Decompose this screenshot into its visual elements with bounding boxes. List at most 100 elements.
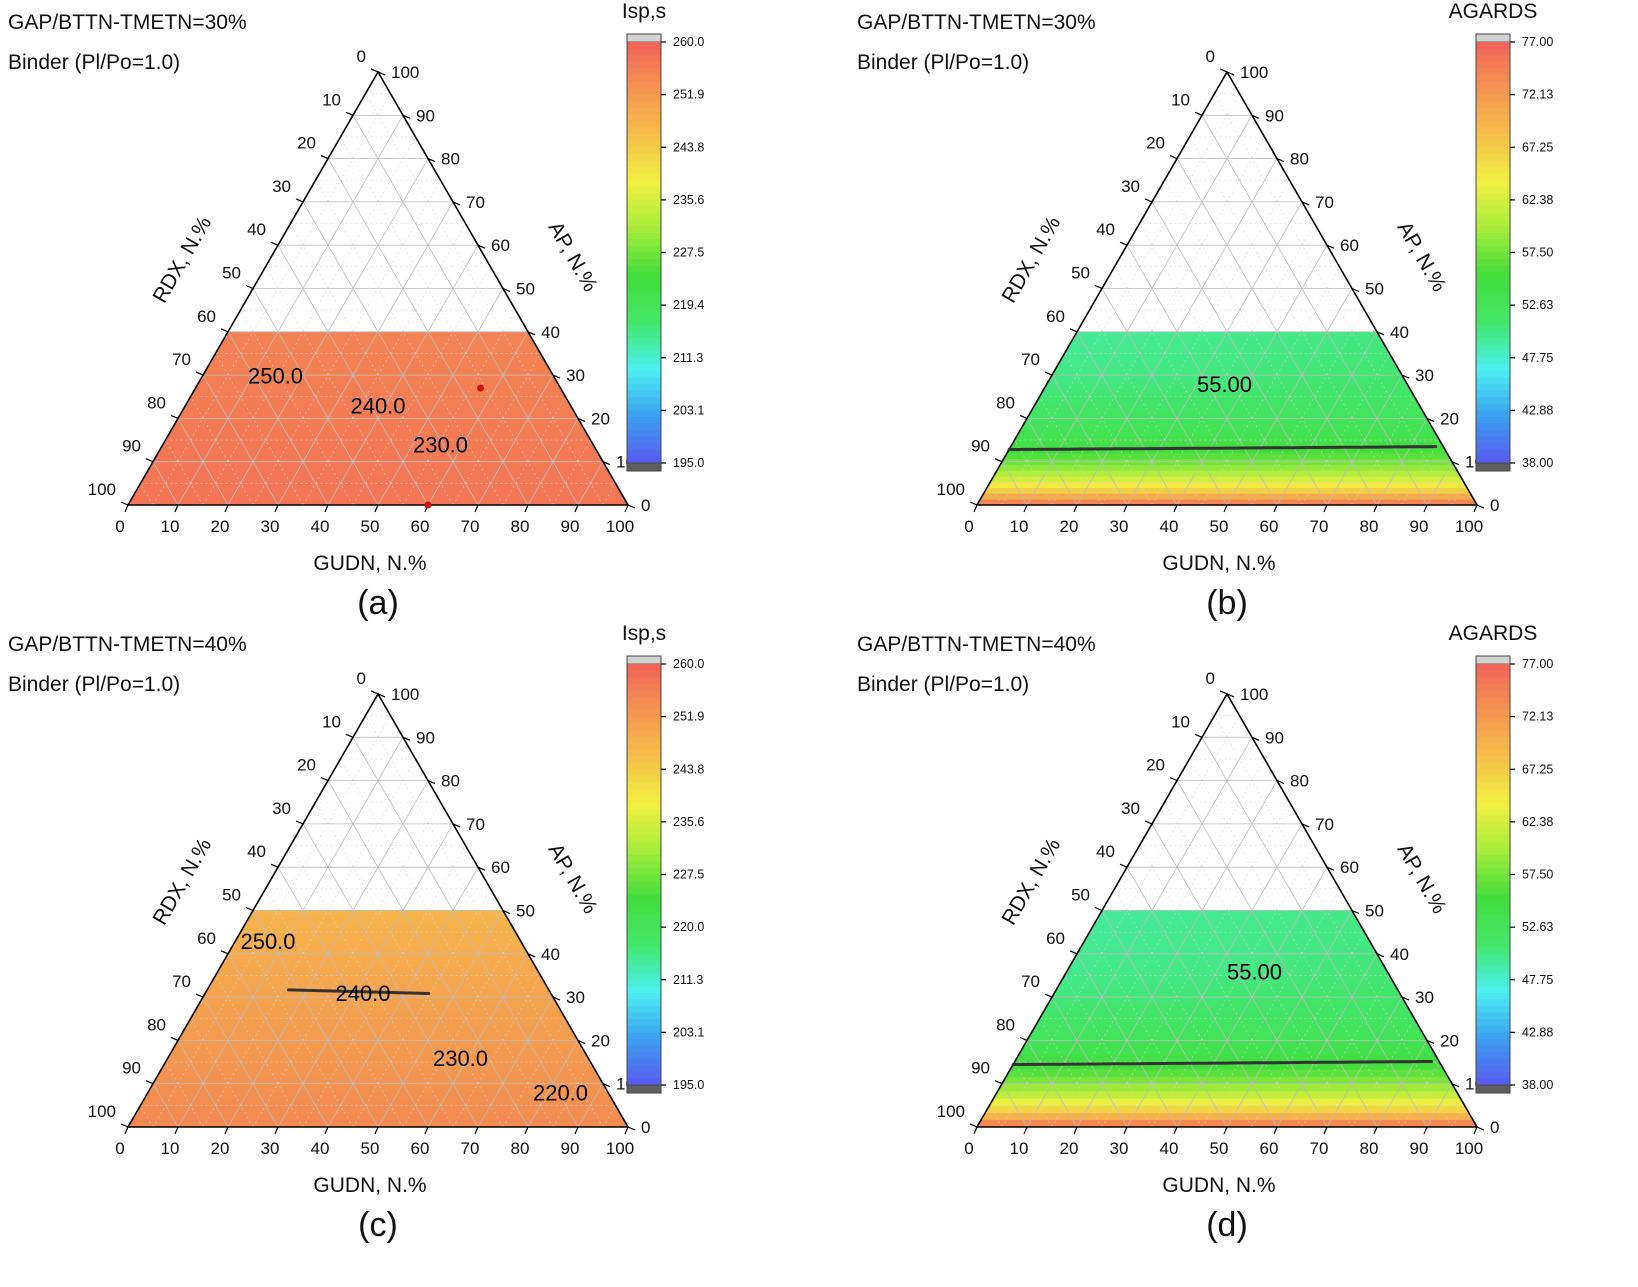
colorbar-band bbox=[627, 1052, 661, 1060]
tick-label-left: 40 bbox=[1096, 220, 1115, 239]
fill-cell bbox=[325, 366, 336, 373]
fill-cell bbox=[1245, 400, 1257, 408]
fill-cell bbox=[369, 967, 379, 976]
fill-cell bbox=[1127, 1068, 1141, 1077]
fill-cell bbox=[1141, 394, 1153, 402]
colorbar-band bbox=[1476, 74, 1510, 83]
tick bbox=[1119, 241, 1128, 246]
fill-cell bbox=[352, 498, 367, 506]
fill-cell bbox=[252, 1119, 268, 1128]
fill-cell bbox=[366, 464, 379, 471]
tick-label-bottom: 40 bbox=[311, 1139, 330, 1158]
fill-cell bbox=[1273, 394, 1285, 402]
fill-cell bbox=[1286, 418, 1299, 425]
colorbar-title: Isp,s bbox=[622, 622, 666, 645]
fill-cell bbox=[1270, 1076, 1284, 1085]
fill-cell bbox=[359, 377, 370, 385]
colorbar-band bbox=[1476, 88, 1510, 96]
fill-cell bbox=[457, 1090, 472, 1099]
fill-cell bbox=[361, 960, 371, 969]
fill-cell bbox=[469, 1090, 484, 1099]
tick-label-right: 30 bbox=[566, 988, 585, 1007]
fill-cell bbox=[389, 1112, 403, 1121]
fill-cell bbox=[360, 366, 370, 373]
tick-label-left: 20 bbox=[297, 756, 316, 775]
fill-cell bbox=[294, 423, 308, 431]
colorbar-band bbox=[627, 232, 661, 240]
colorbar-band bbox=[627, 900, 661, 908]
fill-cell bbox=[316, 366, 328, 373]
fill-cell bbox=[401, 975, 412, 984]
fill-cell bbox=[1168, 354, 1179, 362]
fill-cell bbox=[304, 1047, 318, 1056]
fill-cell bbox=[345, 1061, 358, 1070]
colorbar-band bbox=[1476, 384, 1510, 392]
colorbar-tick-label: 67.25 bbox=[1522, 140, 1553, 154]
tick bbox=[1073, 504, 1078, 513]
tick-label-left: 40 bbox=[247, 220, 266, 239]
fill-cell bbox=[397, 423, 410, 431]
fill-cell bbox=[1136, 412, 1149, 419]
fill-cell bbox=[1119, 435, 1133, 442]
colorbar-bottom-cap bbox=[626, 462, 662, 472]
tick bbox=[224, 1126, 229, 1135]
fill-cell bbox=[1170, 1076, 1184, 1085]
fill-cell bbox=[377, 1083, 390, 1092]
fill-cell bbox=[456, 412, 469, 419]
condition-line-1: GAP/BTTN-TMETN=40% bbox=[8, 633, 247, 656]
fill-cell bbox=[340, 493, 355, 500]
fill-cell bbox=[1188, 1018, 1200, 1027]
colorbar-band bbox=[627, 841, 661, 849]
colorbar-band bbox=[1476, 114, 1510, 122]
fill-cell bbox=[413, 383, 425, 390]
fill-cell bbox=[285, 464, 300, 471]
data-point bbox=[477, 384, 484, 392]
fill-cell bbox=[1251, 498, 1265, 506]
fill-cell bbox=[1179, 394, 1191, 402]
tick bbox=[170, 1036, 179, 1041]
fill-cell bbox=[1167, 475, 1181, 483]
tick bbox=[1169, 155, 1178, 160]
fill-cell bbox=[1115, 1112, 1131, 1121]
fill-cell bbox=[1123, 423, 1136, 431]
tick bbox=[324, 1126, 329, 1135]
fill-cell bbox=[1140, 1112, 1155, 1121]
fill-cell bbox=[365, 470, 379, 477]
fill-cell bbox=[347, 418, 359, 425]
fill-cell bbox=[366, 1061, 379, 1070]
fill-cell bbox=[370, 917, 379, 926]
tick bbox=[424, 1126, 429, 1135]
fill-cell bbox=[400, 337, 410, 344]
fill-cell bbox=[1251, 354, 1261, 362]
colorbar-tick-label: 195.0 bbox=[673, 456, 704, 470]
fill-cell bbox=[1180, 331, 1190, 338]
fill-cell bbox=[450, 493, 465, 500]
fill-cell bbox=[353, 481, 367, 489]
colorbar-band bbox=[627, 180, 661, 188]
fill-cell bbox=[1189, 1003, 1201, 1012]
colorbar-band bbox=[1476, 153, 1510, 162]
fill-cell bbox=[1226, 1090, 1240, 1099]
tick bbox=[174, 504, 179, 513]
fill-cell bbox=[377, 1011, 388, 1020]
tick-label-right: 90 bbox=[1265, 106, 1284, 125]
fill-cell bbox=[1088, 464, 1103, 471]
fill-cell bbox=[1114, 1076, 1129, 1085]
fill-cell bbox=[1236, 423, 1249, 431]
fill-cell bbox=[1138, 1068, 1152, 1077]
fill-cell bbox=[1152, 1054, 1165, 1063]
colorbar-band bbox=[1476, 127, 1510, 135]
fill-cell bbox=[1296, 475, 1311, 483]
fill-cell bbox=[1215, 435, 1228, 442]
tick bbox=[624, 1126, 629, 1135]
fill-cell bbox=[1198, 1011, 1210, 1020]
fill-cell bbox=[329, 1105, 343, 1113]
fill-cell bbox=[421, 1076, 435, 1085]
fill-cell bbox=[227, 498, 243, 506]
fill-cell bbox=[330, 470, 344, 477]
fill-cell bbox=[1344, 481, 1360, 489]
fill-cell bbox=[1274, 1025, 1287, 1034]
colorbar-band bbox=[627, 854, 661, 862]
fill-cell bbox=[1256, 412, 1268, 419]
